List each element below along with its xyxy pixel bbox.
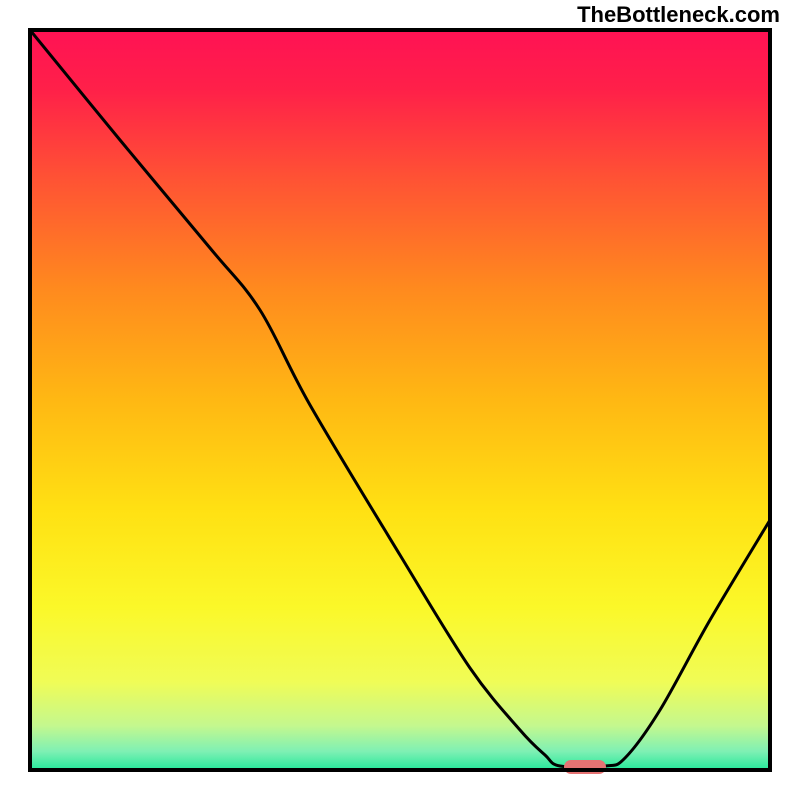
watermark-text: TheBottleneck.com (577, 2, 780, 28)
bottleneck-chart: TheBottleneck.com (0, 0, 800, 800)
gradient-background (30, 30, 770, 770)
chart-svg (0, 0, 800, 800)
